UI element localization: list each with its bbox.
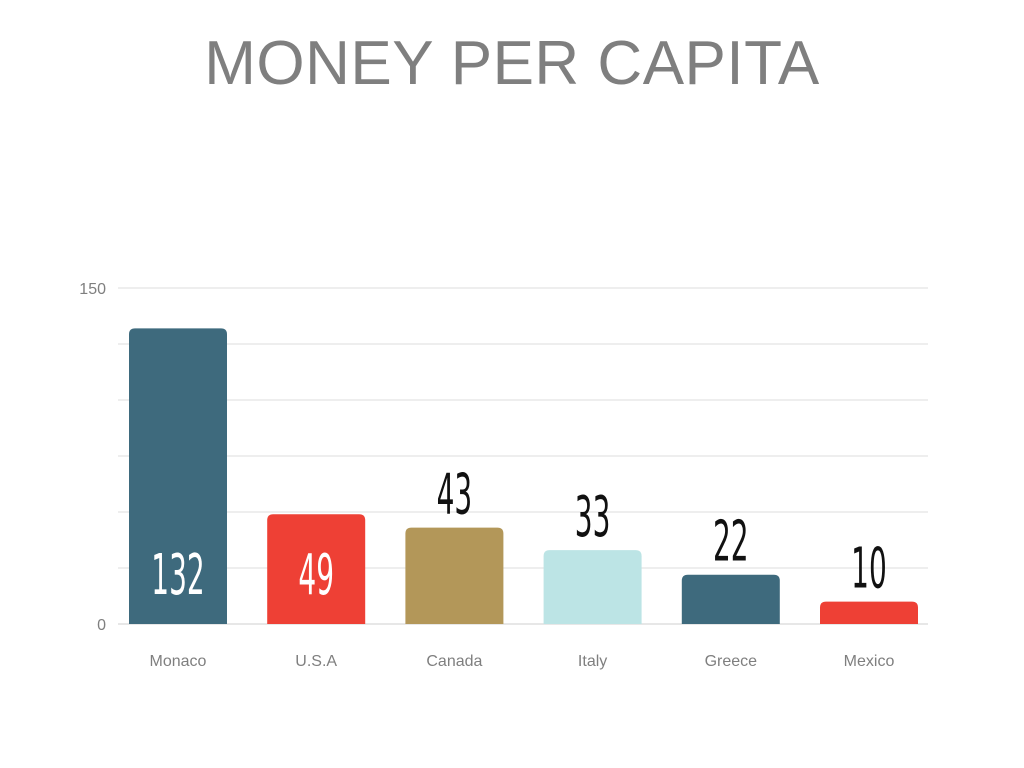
data-label: 49 bbox=[298, 543, 334, 608]
data-labels: 132 49 43 33 22 10 bbox=[151, 463, 887, 608]
data-label: 43 bbox=[437, 463, 473, 528]
category-label: Italy bbox=[578, 653, 607, 670]
y-tick-label: 150 bbox=[79, 281, 106, 298]
bars bbox=[129, 328, 918, 624]
data-label: 33 bbox=[575, 485, 611, 550]
bar-mexico bbox=[820, 601, 918, 624]
y-axis-ticks: 0 150 bbox=[79, 281, 106, 634]
bar-u-s-a bbox=[267, 514, 366, 624]
category-label: Canada bbox=[426, 653, 482, 670]
gridlines bbox=[118, 287, 928, 625]
page-title: MONEY PER CAPITA bbox=[204, 29, 820, 98]
data-label: 132 bbox=[151, 543, 204, 608]
bar-greece bbox=[681, 574, 780, 624]
data-label: 22 bbox=[713, 510, 749, 575]
data-label: 10 bbox=[851, 537, 887, 602]
category-labels: Monaco U.S.A Canada Italy Greece Mexico bbox=[150, 653, 895, 670]
bar-canada bbox=[405, 527, 504, 624]
category-label: U.S.A bbox=[295, 653, 337, 670]
category-label: Greece bbox=[705, 653, 758, 670]
category-label: Mexico bbox=[844, 653, 895, 670]
category-label: Monaco bbox=[150, 653, 207, 670]
bar-monaco bbox=[129, 328, 227, 624]
y-tick-label: 0 bbox=[97, 617, 106, 634]
bar-italy bbox=[543, 550, 642, 624]
